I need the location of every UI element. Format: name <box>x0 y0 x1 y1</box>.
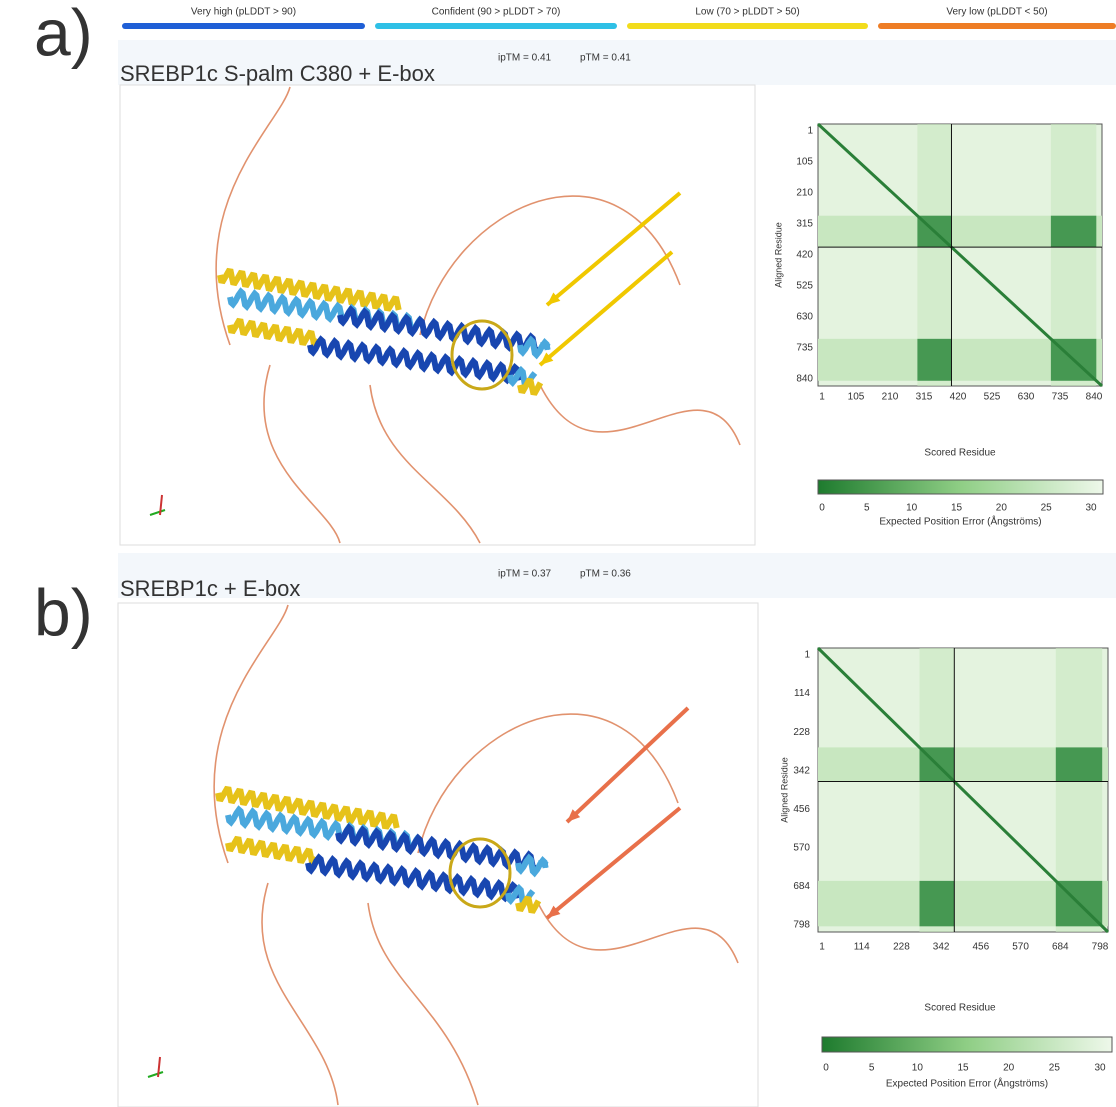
colorbar <box>822 1037 1112 1052</box>
legend-swatch <box>878 23 1116 29</box>
colorbar-tick-label: 5 <box>869 1063 875 1074</box>
panel-title: SREBP1c S-palm C380 + E-box <box>120 61 435 86</box>
y-tick-label: 570 <box>793 842 810 853</box>
colorbar <box>818 480 1103 494</box>
colorbar-tick-label: 30 <box>1085 503 1097 514</box>
panel-title: SREBP1c + E-box <box>120 576 300 601</box>
colorbar-tick-label: 30 <box>1094 1063 1106 1074</box>
pae-block <box>1051 216 1096 247</box>
iptm: ipTM = 0.41 <box>498 53 552 64</box>
y-axis-label: Aligned Residue <box>779 757 789 823</box>
x-tick-label: 1 <box>819 942 825 953</box>
colorbar-tick-label: 25 <box>1049 1063 1061 1074</box>
x-tick-label: 342 <box>933 942 950 953</box>
colorbar-tick-label: 10 <box>912 1063 924 1074</box>
y-tick-label: 840 <box>796 374 813 385</box>
y-tick-label: 525 <box>796 281 813 292</box>
legend-swatch <box>122 23 365 29</box>
x-tick-label: 630 <box>1018 392 1035 403</box>
y-tick-label: 114 <box>794 688 810 699</box>
y-tick-label: 1 <box>804 650 810 661</box>
legend-label: Very low (pLDDT < 50) <box>946 7 1047 18</box>
y-tick-label: 798 <box>793 920 810 931</box>
figure: Very high (pLDDT > 90) Confident (90 > pL… <box>0 0 1116 1107</box>
x-tick-label: 420 <box>950 392 967 403</box>
colorbar-tick-label: 20 <box>1003 1063 1015 1074</box>
x-tick-label: 456 <box>973 942 990 953</box>
y-tick-label: 105 <box>796 157 813 168</box>
y-tick-label: 684 <box>793 881 810 892</box>
colorbar-tick-label: 15 <box>957 1063 969 1074</box>
x-tick-label: 570 <box>1012 942 1029 953</box>
y-tick-label: 315 <box>796 219 813 230</box>
pae-block <box>920 881 955 926</box>
legend-label: Very high (pLDDT > 90) <box>191 7 296 18</box>
y-tick-label: 630 <box>796 312 813 323</box>
iptm: ipTM = 0.37 <box>498 569 552 580</box>
ptm: pTM = 0.36 <box>580 569 631 580</box>
colorbar-label: Expected Position Error (Ångströms) <box>879 515 1041 528</box>
colorbar-tick-label: 10 <box>906 503 918 514</box>
y-axis-label: Aligned Residue <box>773 222 783 288</box>
x-axis-label: Scored Residue <box>924 1003 996 1014</box>
x-tick-label: 684 <box>1052 942 1069 953</box>
x-tick-label: 798 <box>1092 942 1109 953</box>
colorbar-label: Expected Position Error (Ångströms) <box>886 1077 1048 1090</box>
legend-label: Confident (90 > pLDDT > 70) <box>432 7 561 18</box>
x-tick-label: 105 <box>848 392 865 403</box>
pae-block <box>1056 747 1102 781</box>
colorbar-tick-label: 0 <box>823 1063 829 1074</box>
legend-swatch <box>627 23 868 29</box>
x-tick-label: 735 <box>1052 392 1069 403</box>
x-tick-label: 210 <box>882 392 899 403</box>
panel-label: b) <box>34 575 93 649</box>
panel-label: a) <box>34 0 93 69</box>
colorbar-tick-label: 20 <box>996 503 1008 514</box>
legend-swatch <box>375 23 617 29</box>
y-tick-label: 210 <box>796 188 813 199</box>
x-tick-label: 114 <box>854 942 870 953</box>
colorbar-tick-label: 0 <box>819 503 825 514</box>
x-tick-label: 315 <box>916 392 933 403</box>
y-tick-label: 735 <box>796 343 813 354</box>
colorbar-tick-label: 5 <box>864 503 870 514</box>
legend-label: Low (70 > pLDDT > 50) <box>695 7 799 18</box>
x-tick-label: 525 <box>984 392 1001 403</box>
x-axis-label: Scored Residue <box>924 448 996 459</box>
y-tick-label: 342 <box>793 765 810 776</box>
y-tick-label: 420 <box>796 250 813 261</box>
y-tick-label: 1 <box>807 126 813 137</box>
x-tick-label: 840 <box>1086 392 1103 403</box>
pae-block <box>917 339 951 381</box>
structure-view <box>120 85 755 545</box>
colorbar-tick-label: 25 <box>1041 503 1053 514</box>
y-tick-label: 456 <box>793 804 810 815</box>
x-tick-label: 1 <box>819 392 825 403</box>
x-tick-label: 228 <box>893 942 910 953</box>
ptm: pTM = 0.41 <box>580 53 631 64</box>
y-tick-label: 228 <box>793 727 810 738</box>
colorbar-tick-label: 15 <box>951 503 963 514</box>
